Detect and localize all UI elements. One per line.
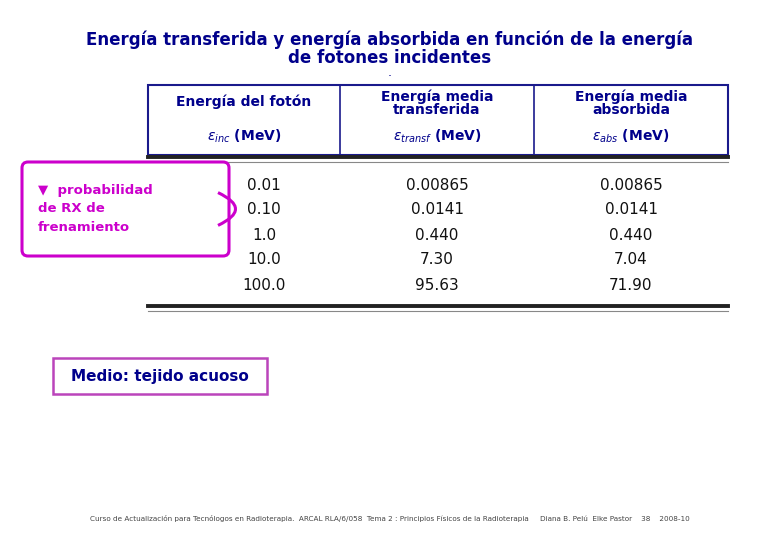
Text: 0.10: 0.10 — [247, 202, 281, 218]
Text: $\varepsilon_{transf}$ (MeV): $\varepsilon_{transf}$ (MeV) — [392, 127, 481, 145]
Text: 100.0: 100.0 — [243, 278, 285, 293]
Text: 71.90: 71.90 — [609, 278, 653, 293]
Text: de RX de: de RX de — [38, 202, 105, 215]
Text: Energía media: Energía media — [381, 90, 493, 104]
Text: 95.63: 95.63 — [415, 278, 459, 293]
FancyBboxPatch shape — [148, 85, 728, 155]
Text: $\varepsilon_{inc}$ (MeV): $\varepsilon_{inc}$ (MeV) — [207, 127, 281, 145]
Text: 0.0141: 0.0141 — [604, 202, 658, 218]
Text: Energía transferida y energía absorbida en función de la energía: Energía transferida y energía absorbida … — [87, 31, 693, 49]
Text: Medio: tejido acuoso: Medio: tejido acuoso — [71, 368, 249, 383]
Text: Energía del fotón: Energía del fotón — [176, 94, 312, 109]
Text: Curso de Actualización para Tecnólogos en Radioterapia.  ARCAL RLA/6/058  Tema 2: Curso de Actualización para Tecnólogos e… — [90, 515, 690, 522]
Text: de fotones incidentes: de fotones incidentes — [289, 49, 491, 67]
FancyBboxPatch shape — [22, 162, 229, 256]
Text: frenamiento: frenamiento — [38, 220, 130, 233]
Text: ▼  probabilidad: ▼ probabilidad — [38, 185, 153, 198]
Text: 0.440: 0.440 — [415, 227, 459, 242]
Text: 1.0: 1.0 — [252, 227, 276, 242]
Text: 0.01: 0.01 — [247, 178, 281, 192]
Text: 0.00865: 0.00865 — [406, 178, 468, 192]
Text: transferida: transferida — [393, 103, 480, 117]
Text: Energía media: Energía media — [575, 90, 687, 104]
Text: absorbida: absorbida — [592, 103, 670, 117]
Text: 0.00865: 0.00865 — [600, 178, 662, 192]
Text: 0.0141: 0.0141 — [410, 202, 463, 218]
Text: 7.04: 7.04 — [614, 253, 648, 267]
Text: 7.30: 7.30 — [420, 253, 454, 267]
Text: $\varepsilon_{abs}$ (MeV): $\varepsilon_{abs}$ (MeV) — [592, 127, 670, 145]
Text: 0.440: 0.440 — [609, 227, 653, 242]
Text: 10.0: 10.0 — [247, 253, 281, 267]
Text: .: . — [388, 65, 392, 78]
FancyBboxPatch shape — [53, 358, 267, 394]
